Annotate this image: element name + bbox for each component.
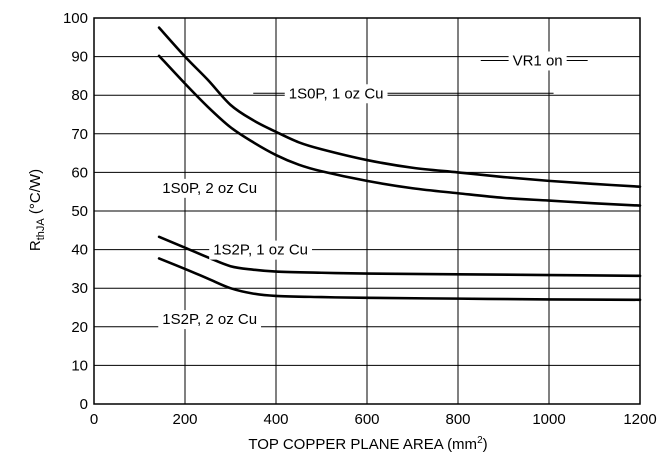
x-axis-title-sup: 2 — [477, 435, 483, 446]
x-tick-label-2: 400 — [263, 411, 288, 428]
y-tick-label-9: 90 — [71, 49, 88, 66]
y-tick-label-1: 10 — [71, 357, 88, 374]
annotation-bg-0 — [508, 51, 567, 71]
annotation-bg-3 — [209, 240, 313, 260]
annotation-bg-2 — [158, 178, 262, 198]
y-tick-label-7: 70 — [71, 126, 88, 143]
annotation-0: VR1 on — [480, 51, 588, 71]
y-tick-label-4: 40 — [71, 242, 88, 259]
x-axis-title-end: ) — [483, 436, 488, 453]
y-axis-title: RthJA (°C/W) — [27, 169, 47, 251]
annotation-1: 1S0P, 1 oz Cu — [253, 84, 554, 104]
annotation-2: 1S0P, 2 oz Cu — [158, 178, 262, 198]
y-tick-label-5: 50 — [71, 203, 88, 220]
annotation-bg-1 — [284, 84, 388, 104]
annotation-3: 1S2P, 1 oz Cu — [209, 240, 313, 260]
y-tick-label-6: 60 — [71, 164, 88, 181]
x-tick-label-0: 0 — [90, 411, 98, 428]
annotation-4: 1S2P, 2 oz Cu — [158, 310, 262, 330]
x-tick-label-3: 600 — [354, 411, 379, 428]
annotation-layer: VR1 on 1S0P, 1 oz Cu 1S0P, 2 oz Cu 1S2P, 1 … — [158, 51, 588, 330]
grid — [93, 17, 641, 405]
series-layer — [157, 26, 642, 302]
annotation-label-2: 1S0P, 2 oz Cu — [162, 180, 257, 197]
series-line-0 — [157, 26, 642, 188]
annotation-label-0: VR1 on — [513, 52, 563, 69]
annotation-bg-4 — [158, 310, 262, 330]
x-axis-title: TOP COPPER PLANE AREA (mm2) — [248, 435, 487, 453]
y-axis-title-unit: (°C/W) — [27, 169, 44, 218]
x-tick-label-6: 1200 — [623, 411, 656, 428]
plot-frame — [93, 17, 641, 405]
y-axis-title-sub: thJA — [35, 218, 47, 241]
series-line-1 — [157, 54, 642, 207]
x-tick-label-5: 1000 — [532, 411, 565, 428]
x-tick-label-4: 800 — [445, 411, 470, 428]
series-line-3 — [157, 257, 642, 302]
y-tick-label-8: 80 — [71, 87, 88, 104]
x-tick-label-1: 200 — [172, 411, 197, 428]
y-tick-label-10: 100 — [63, 10, 88, 27]
annotation-label-4: 1S2P, 2 oz Cu — [162, 311, 257, 328]
series-line-2 — [157, 235, 642, 278]
y-tick-label-3: 30 — [71, 280, 88, 297]
tick-labels: 0 200 400 600 800 1000 1200 0 10 20 30 40 50 60 70 80 90… — [63, 10, 657, 428]
annotation-label-3: 1S2P, 1 oz Cu — [213, 242, 308, 259]
y-tick-label-2: 20 — [71, 319, 88, 336]
annotation-label-1: 1S0P, 1 oz Cu — [289, 85, 384, 102]
y-tick-label-0: 0 — [80, 396, 88, 413]
